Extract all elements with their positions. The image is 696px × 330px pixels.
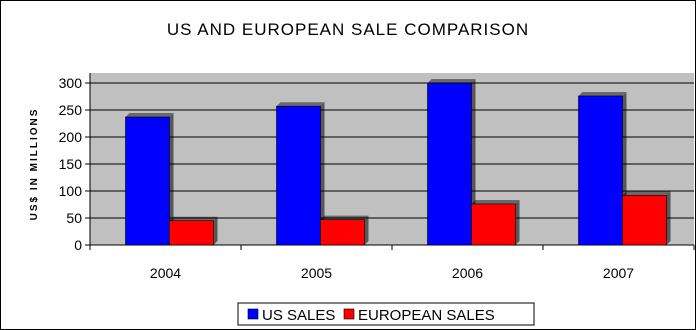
bar-side	[364, 215, 369, 245]
y-tick-label: 250	[59, 102, 83, 118]
y-tick-label: 200	[59, 129, 83, 145]
x-tick-label: 2007	[603, 265, 634, 281]
bar-top	[427, 79, 476, 83]
bar-side	[471, 79, 476, 245]
bar-side	[320, 102, 325, 245]
chart-title: US AND EUROPEAN SALE COMPARISON	[166, 20, 530, 39]
bar-side	[666, 191, 671, 245]
bar-side	[515, 199, 520, 245]
y-tick-label: 100	[59, 183, 83, 199]
bar-top	[622, 191, 671, 196]
bar-top	[169, 216, 218, 221]
y-axis-label: US$ IN MILLIONS	[29, 108, 40, 221]
bar-top	[276, 102, 325, 107]
bar-top	[125, 113, 174, 118]
bar-european-sales	[320, 219, 365, 246]
bar-european-sales	[169, 220, 214, 246]
legend-swatch	[247, 308, 259, 320]
x-tick-label: 2005	[301, 265, 332, 281]
x-tick-label: 2006	[452, 265, 483, 281]
legend-swatch	[343, 308, 355, 320]
bar-top	[471, 199, 520, 204]
bar-side	[169, 113, 174, 246]
y-tick-label: 50	[66, 210, 82, 226]
bar-side	[213, 216, 218, 245]
bar-european-sales	[471, 203, 516, 246]
legend-label: EUROPEAN SALES	[358, 307, 495, 324]
x-tick-label: 2004	[150, 265, 181, 281]
bar-top	[578, 91, 627, 96]
y-tick-label: 150	[59, 156, 83, 172]
bar-us-sales	[125, 116, 170, 246]
bar-us-sales	[427, 82, 472, 246]
bar-us-sales	[276, 105, 321, 246]
bar-european-sales	[622, 195, 667, 246]
legend-box	[237, 302, 535, 326]
y-tick-label: 0	[74, 237, 82, 253]
bar-top	[320, 215, 369, 220]
bar-us-sales	[578, 95, 623, 246]
legend-label: US SALES	[262, 307, 335, 324]
y-tick-label: 300	[59, 75, 83, 91]
